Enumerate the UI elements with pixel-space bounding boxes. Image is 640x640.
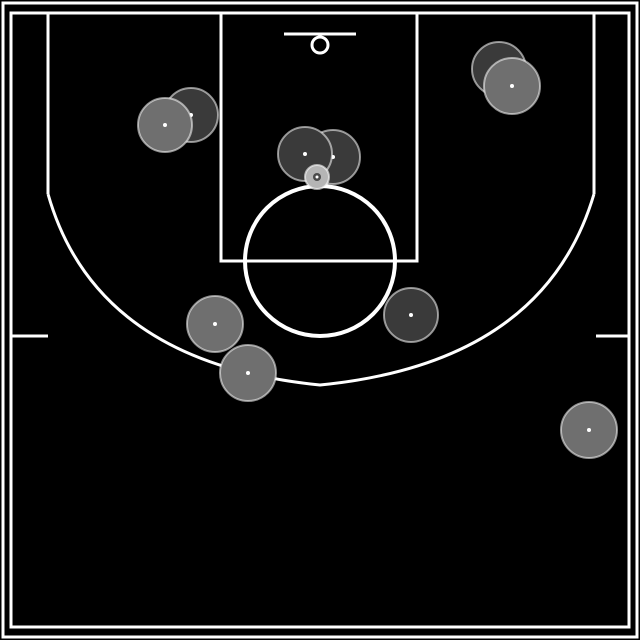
team-b-player-3[interactable]: [186, 295, 244, 353]
three-point-arc: [46, 193, 596, 387]
team-b-player-1[interactable]: [137, 97, 193, 153]
team-a-player-5[interactable]: [383, 287, 439, 343]
team-b-player-5[interactable]: [560, 401, 618, 459]
team-b-player-4[interactable]: [219, 344, 277, 402]
basketball[interactable]: [304, 164, 330, 190]
paint-lane: [219, 11, 419, 263]
rim: [310, 35, 330, 55]
team-b-player-2[interactable]: [483, 57, 541, 115]
players-layer: [137, 41, 618, 459]
